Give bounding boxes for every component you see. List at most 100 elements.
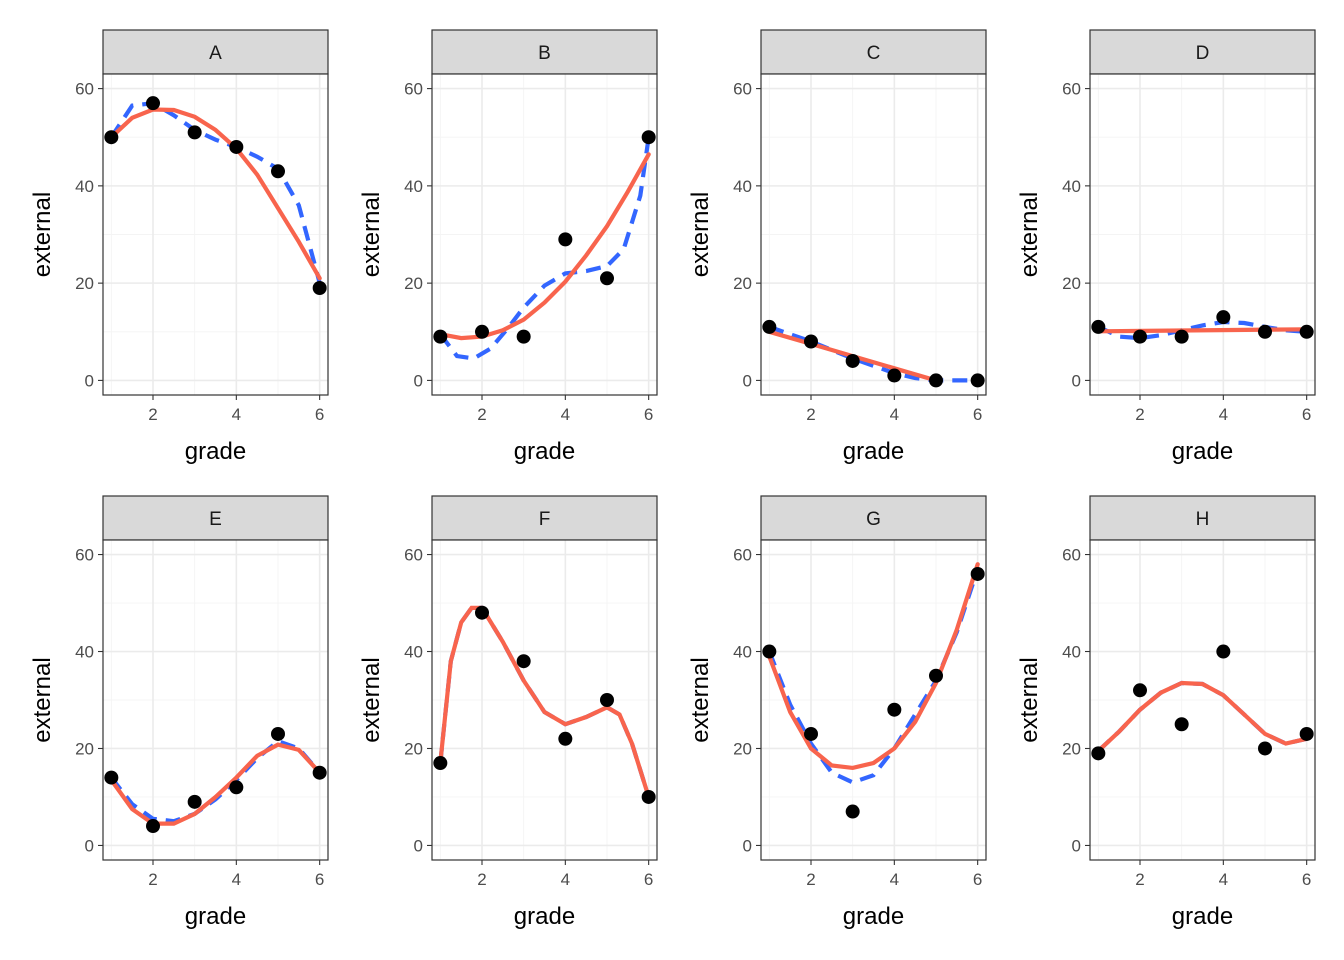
data-point <box>229 139 244 154</box>
x-axis-title: grade <box>514 903 575 930</box>
x-tick-label: 4 <box>561 405 570 424</box>
y-axis-title: external <box>358 657 385 742</box>
y-tick-label: 20 <box>733 739 752 758</box>
x-tick-label: 4 <box>1219 870 1228 889</box>
panel-border <box>1089 539 1316 861</box>
y-tick-label: 40 <box>733 177 752 196</box>
y-tick-label: 40 <box>1062 177 1081 196</box>
y-axis-title: external <box>1016 192 1043 277</box>
y-tick-label: 60 <box>75 546 94 565</box>
data-point <box>1216 644 1231 659</box>
y-tick-label: 40 <box>75 643 94 662</box>
data-point <box>146 96 160 111</box>
y-tick-label: 60 <box>733 80 752 99</box>
data-point <box>887 368 902 383</box>
y-tick-label: 0 <box>414 836 423 855</box>
x-tick-label: 6 <box>644 870 653 889</box>
data-point <box>1174 329 1189 344</box>
facet-strip <box>760 495 987 541</box>
facet-strip <box>431 29 658 75</box>
x-axis-title: grade <box>514 438 575 465</box>
data-point <box>970 373 985 388</box>
data-point <box>312 281 327 295</box>
data-point <box>1174 717 1189 732</box>
panel-border <box>431 73 658 396</box>
x-tick-label: 2 <box>477 870 486 889</box>
x-tick-label: 6 <box>1302 870 1311 889</box>
data-point <box>762 319 777 334</box>
y-tick-label: 60 <box>75 80 94 99</box>
data-point <box>475 324 489 339</box>
y-tick-label: 60 <box>733 546 752 565</box>
x-tick-label: 6 <box>315 870 324 889</box>
data-point <box>475 605 489 620</box>
data-point <box>558 232 573 247</box>
facet-label: A <box>209 43 222 64</box>
data-point <box>229 780 244 795</box>
x-axis-title: grade <box>185 438 246 465</box>
facet-label: H <box>1196 509 1210 530</box>
x-axis-title: grade <box>843 438 904 465</box>
fit-line-dashed <box>438 136 651 361</box>
facet-label: B <box>538 43 551 64</box>
data-point <box>271 164 285 179</box>
data-point <box>1299 726 1314 741</box>
data-point <box>312 765 327 780</box>
y-tick-label: 0 <box>743 371 752 390</box>
y-tick-label: 40 <box>733 643 752 662</box>
data-point <box>1258 741 1272 756</box>
y-axis-title: external <box>29 192 56 277</box>
fit-line-solid <box>109 107 322 281</box>
data-point <box>929 373 943 388</box>
x-tick-label: 6 <box>973 405 982 424</box>
y-tick-label: 60 <box>404 546 423 565</box>
panel-border <box>760 73 987 396</box>
y-tick-label: 60 <box>1062 80 1081 99</box>
fit-line-solid <box>109 742 322 826</box>
y-tick-label: 60 <box>404 80 423 99</box>
y-tick-label: 20 <box>1062 739 1081 758</box>
y-axis-title: external <box>1016 657 1043 742</box>
x-tick-label: 2 <box>1135 870 1144 889</box>
data-point <box>271 726 285 741</box>
data-point <box>929 668 943 683</box>
data-point <box>1133 683 1147 698</box>
data-point <box>887 702 902 717</box>
x-tick-label: 6 <box>644 405 653 424</box>
x-axis-title: grade <box>1172 438 1233 465</box>
y-tick-label: 0 <box>1072 371 1081 390</box>
data-point <box>641 130 656 145</box>
x-tick-label: 4 <box>1219 405 1228 424</box>
panel-border <box>102 73 329 396</box>
x-tick-label: 4 <box>232 870 241 889</box>
data-point <box>804 726 818 741</box>
facet-strip <box>102 495 329 541</box>
data-point <box>1216 310 1231 325</box>
data-point <box>804 334 818 349</box>
y-axis-title: external <box>687 192 714 277</box>
x-tick-label: 6 <box>315 405 324 424</box>
facet-label: D <box>1196 43 1210 64</box>
y-tick-label: 20 <box>1062 274 1081 293</box>
x-tick-label: 2 <box>148 405 157 424</box>
x-tick-label: 2 <box>806 870 815 889</box>
data-point <box>600 693 614 707</box>
y-tick-label: 20 <box>75 739 94 758</box>
data-point <box>641 789 656 804</box>
x-tick-label: 2 <box>1135 405 1144 424</box>
data-point <box>1258 324 1272 339</box>
x-tick-label: 2 <box>806 405 815 424</box>
data-point <box>1133 329 1147 344</box>
y-tick-label: 40 <box>404 643 423 662</box>
data-point <box>1091 746 1106 761</box>
y-tick-label: 0 <box>414 371 423 390</box>
x-tick-label: 6 <box>973 870 982 889</box>
y-tick-label: 0 <box>743 836 752 855</box>
facet-label: E <box>209 509 222 530</box>
y-axis-title: external <box>687 657 714 742</box>
